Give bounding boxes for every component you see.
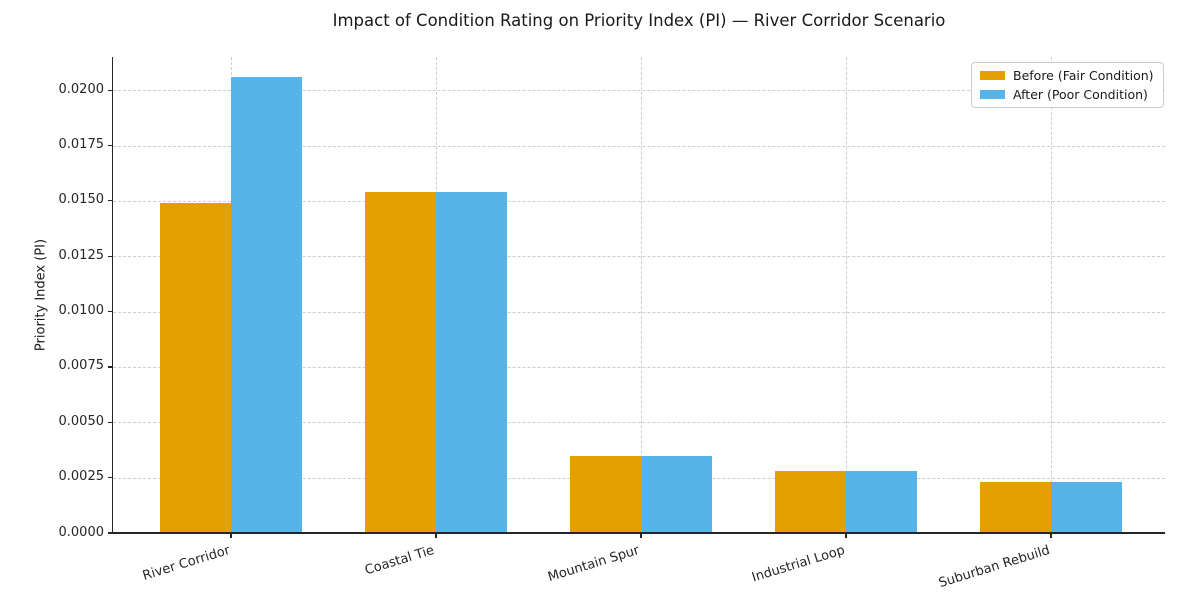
y-tick-label: 0.0175 <box>58 137 105 153</box>
x-tick-label: Suburban Rebuild <box>936 543 1052 592</box>
bar-after <box>641 455 712 533</box>
horizontal-gridline <box>113 200 1165 202</box>
y-tick-label: 0.0150 <box>58 192 105 208</box>
bar-before <box>570 455 641 533</box>
legend-swatch-before <box>980 71 1005 80</box>
x-tick-label: Industrial Loop <box>749 543 847 586</box>
bar-before <box>365 192 436 533</box>
y-tick-label: 0.0075 <box>58 358 105 374</box>
y-tick-label: 0.0125 <box>58 247 105 263</box>
vertical-gridline <box>846 57 847 533</box>
vertical-gridline <box>641 57 642 533</box>
horizontal-gridline <box>113 366 1165 368</box>
horizontal-gridline <box>113 422 1165 424</box>
y-tick-mark <box>108 477 113 479</box>
plot-area <box>112 57 1165 534</box>
legend: Before (Fair Condition) After (Poor Cond… <box>971 62 1164 108</box>
bar-before <box>160 203 231 533</box>
bar-after <box>436 192 507 533</box>
y-tick-label: 0.0100 <box>58 303 105 319</box>
x-tick-label: River Corridor <box>140 543 232 584</box>
legend-swatch-after <box>980 90 1005 99</box>
x-tick-label: Mountain Spur <box>546 543 642 586</box>
vertical-gridline <box>1051 57 1052 533</box>
y-tick-mark <box>108 311 113 313</box>
chart-title: Impact of Condition Rating on Priority I… <box>332 11 946 30</box>
x-tick-mark <box>230 533 232 538</box>
horizontal-gridline <box>113 256 1165 258</box>
legend-label-before: Before (Fair Condition) <box>1013 68 1154 83</box>
bar-after <box>231 76 302 533</box>
x-tick-label: Coastal Tie <box>363 543 437 579</box>
y-tick-label: 0.0000 <box>58 524 105 540</box>
bar-before <box>775 471 846 533</box>
y-tick-mark <box>108 532 113 534</box>
y-tick-label: 0.0025 <box>58 469 105 485</box>
horizontal-gridline <box>113 145 1165 147</box>
y-tick-label: 0.0050 <box>58 413 105 429</box>
y-tick-mark <box>108 144 113 147</box>
bar-after <box>846 471 917 533</box>
y-tick-mark <box>108 255 113 257</box>
legend-item-before: Before (Fair Condition) <box>980 68 1154 83</box>
legend-item-after: After (Poor Condition) <box>980 87 1154 102</box>
y-tick-label: 0.0200 <box>58 81 105 97</box>
x-tick-mark <box>1050 533 1052 538</box>
horizontal-gridline <box>113 311 1165 313</box>
x-tick-mark <box>640 533 642 538</box>
y-tick-mark <box>108 89 113 91</box>
bar-before <box>980 482 1051 533</box>
y-tick-mark <box>108 421 113 423</box>
y-tick-mark <box>108 366 113 368</box>
y-tick-mark <box>108 200 113 202</box>
bar-after <box>1051 482 1122 533</box>
legend-label-after: After (Poor Condition) <box>1013 87 1148 102</box>
x-tick-mark <box>435 533 437 538</box>
y-axis-spine <box>112 57 114 534</box>
x-axis-spine <box>112 532 1165 534</box>
x-tick-mark <box>845 533 847 538</box>
horizontal-gridline <box>113 90 1165 92</box>
